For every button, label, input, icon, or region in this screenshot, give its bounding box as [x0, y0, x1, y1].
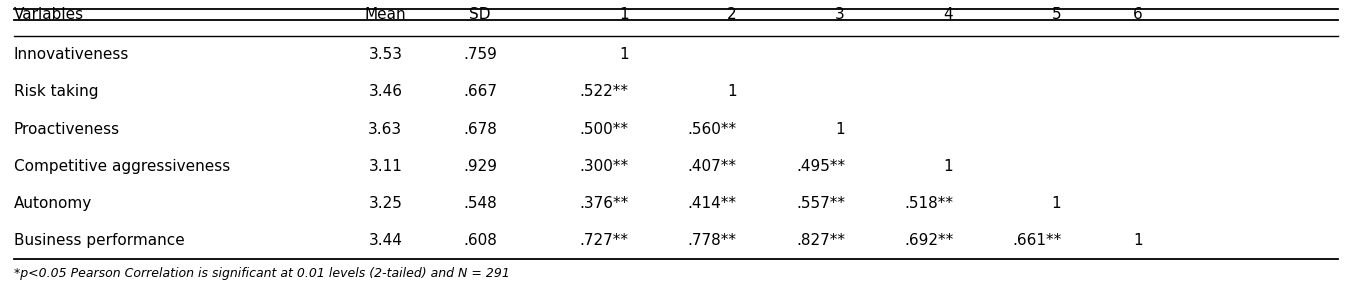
Text: 6: 6 [1133, 7, 1142, 22]
Text: *p<0.05 Pearson Correlation is significant at 0.01 levels (2-tailed) and N = 291: *p<0.05 Pearson Correlation is significa… [14, 267, 510, 280]
Text: .522**: .522** [580, 84, 629, 99]
Text: .560**: .560** [688, 122, 737, 137]
Text: .557**: .557** [796, 196, 845, 211]
Text: 3.11: 3.11 [368, 159, 403, 174]
Text: 1: 1 [619, 47, 629, 62]
Text: .376**: .376** [580, 196, 629, 211]
Text: SD: SD [469, 7, 491, 22]
Text: .692**: .692** [904, 233, 953, 248]
Text: 1: 1 [1133, 233, 1142, 248]
Text: Innovativeness: Innovativeness [14, 47, 128, 62]
Text: 3.53: 3.53 [368, 47, 403, 62]
Text: .661**: .661** [1013, 233, 1061, 248]
Text: Proactiveness: Proactiveness [14, 122, 119, 137]
Text: 3.44: 3.44 [368, 233, 403, 248]
Text: Risk taking: Risk taking [14, 84, 97, 99]
Text: 3: 3 [836, 7, 845, 22]
Text: .727**: .727** [580, 233, 629, 248]
Text: .778**: .778** [688, 233, 737, 248]
Text: Autonomy: Autonomy [14, 196, 92, 211]
Text: 1: 1 [944, 159, 953, 174]
Text: .500**: .500** [580, 122, 629, 137]
Text: 1: 1 [1052, 196, 1061, 211]
Text: .548: .548 [464, 196, 496, 211]
Text: 2: 2 [727, 7, 737, 22]
Text: 4: 4 [944, 7, 953, 22]
Text: 1: 1 [836, 122, 845, 137]
Text: .407**: .407** [688, 159, 737, 174]
Text: Business performance: Business performance [14, 233, 184, 248]
Text: 5: 5 [1052, 7, 1061, 22]
Text: 3.25: 3.25 [368, 196, 403, 211]
Text: 3.46: 3.46 [368, 84, 403, 99]
Text: 1: 1 [619, 7, 629, 22]
Text: .414**: .414** [688, 196, 737, 211]
Text: .929: .929 [462, 159, 498, 174]
Text: 3.63: 3.63 [368, 122, 403, 137]
Text: Variables: Variables [14, 7, 84, 22]
Text: Competitive aggressiveness: Competitive aggressiveness [14, 159, 230, 174]
Text: Mean: Mean [365, 7, 406, 22]
Text: .759: .759 [462, 47, 498, 62]
Text: .608: .608 [462, 233, 498, 248]
Text: .518**: .518** [904, 196, 953, 211]
Text: 1: 1 [727, 84, 737, 99]
Text: .678: .678 [462, 122, 498, 137]
Text: .667: .667 [462, 84, 498, 99]
Text: .495**: .495** [796, 159, 845, 174]
Text: .300**: .300** [580, 159, 629, 174]
Text: .827**: .827** [796, 233, 845, 248]
